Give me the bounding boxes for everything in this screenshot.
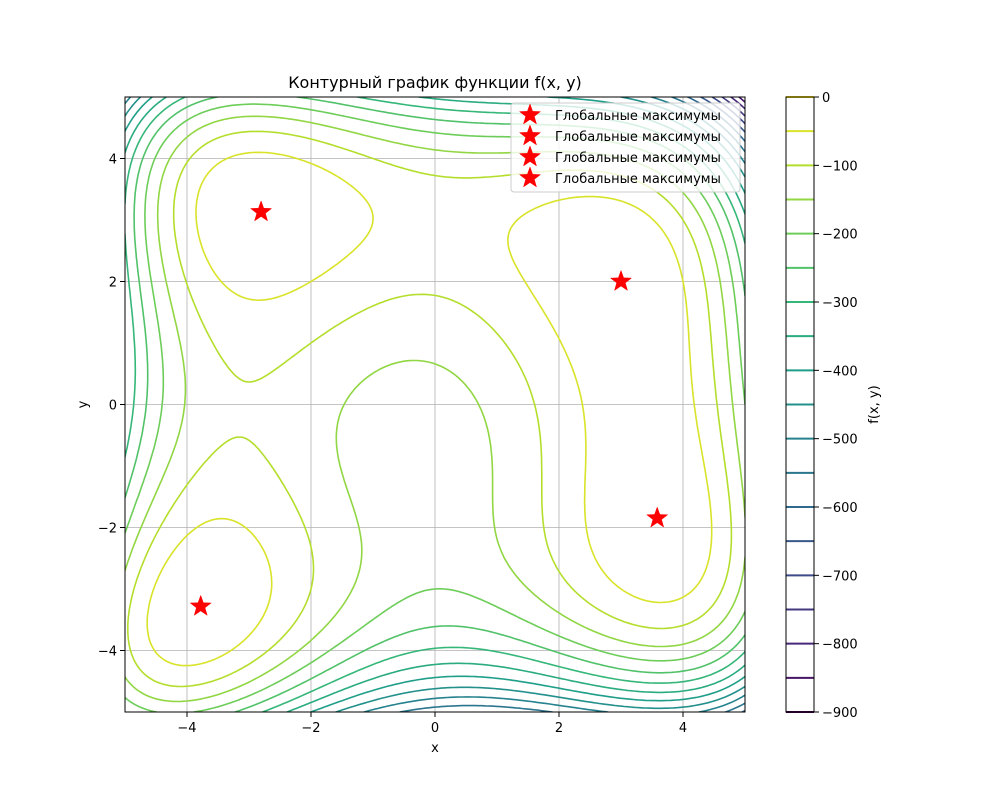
colorbar: 0 −100 −200 −300 −400 −500 −600 −700 −800 −900	[785, 91, 858, 721]
y-axis-label: y	[76, 400, 91, 408]
legend-entry-label: Глобальные максимумы	[555, 130, 721, 145]
x-axis-ticks: −4 −2 0 2 4	[177, 712, 687, 736]
x-axis-label: x	[431, 741, 439, 756]
colorbar-tick-label: −400	[822, 364, 858, 379]
chart-title: Контурный график функции f(x, y)	[288, 73, 582, 92]
maxima-markers	[189, 200, 669, 616]
colorbar-tick-label: −900	[822, 706, 858, 721]
y-tick-label: −4	[98, 645, 117, 660]
legend-entry-label: Глобальные максимумы	[555, 109, 721, 124]
colorbar-tick-label: −500	[822, 433, 858, 448]
maximum-star-marker	[609, 269, 633, 291]
colorbar-frame	[785, 96, 815, 713]
y-tick-label: −2	[98, 522, 117, 537]
y-tick-label: 0	[109, 399, 117, 414]
legend: Глобальные максимумы Глобальные максимумы…	[510, 102, 741, 193]
contour-line-neg50	[146, 151, 713, 667]
legend-star-icon	[518, 103, 542, 125]
colorbar-tick-label: −100	[822, 159, 858, 174]
colorbar-tick-label: −600	[822, 501, 858, 516]
colorbar-label: f(x, y)	[867, 385, 882, 423]
legend-box	[510, 102, 741, 193]
y-tick-label: 4	[109, 153, 117, 168]
x-tick-label: 0	[431, 721, 439, 736]
x-tick-label: 2	[555, 721, 563, 736]
x-tick-label: −2	[301, 721, 320, 736]
legend-star-icon	[518, 145, 542, 167]
legend-entry-label: Глобальные максимумы	[555, 151, 721, 166]
legend-star-icon	[518, 166, 542, 188]
colorbar-tick-label: 0	[822, 91, 830, 106]
legend-entry-label: Глобальные максимумы	[555, 172, 721, 187]
colorbar-tick-label: −800	[822, 638, 858, 653]
y-tick-label: 2	[109, 276, 117, 291]
colorbar-tick-label: −700	[822, 569, 858, 584]
colorbar-tick-label: −300	[822, 296, 858, 311]
legend-star-icon	[518, 124, 542, 146]
colorbar-tick-label: −200	[822, 228, 858, 243]
maximum-star-marker	[646, 506, 669, 528]
maximum-star-marker	[189, 594, 212, 616]
y-axis-ticks: −4 −2 0 2 4	[98, 153, 125, 660]
x-tick-label: 4	[679, 721, 687, 736]
maximum-star-marker	[249, 200, 273, 222]
x-tick-label: −4	[177, 721, 196, 736]
